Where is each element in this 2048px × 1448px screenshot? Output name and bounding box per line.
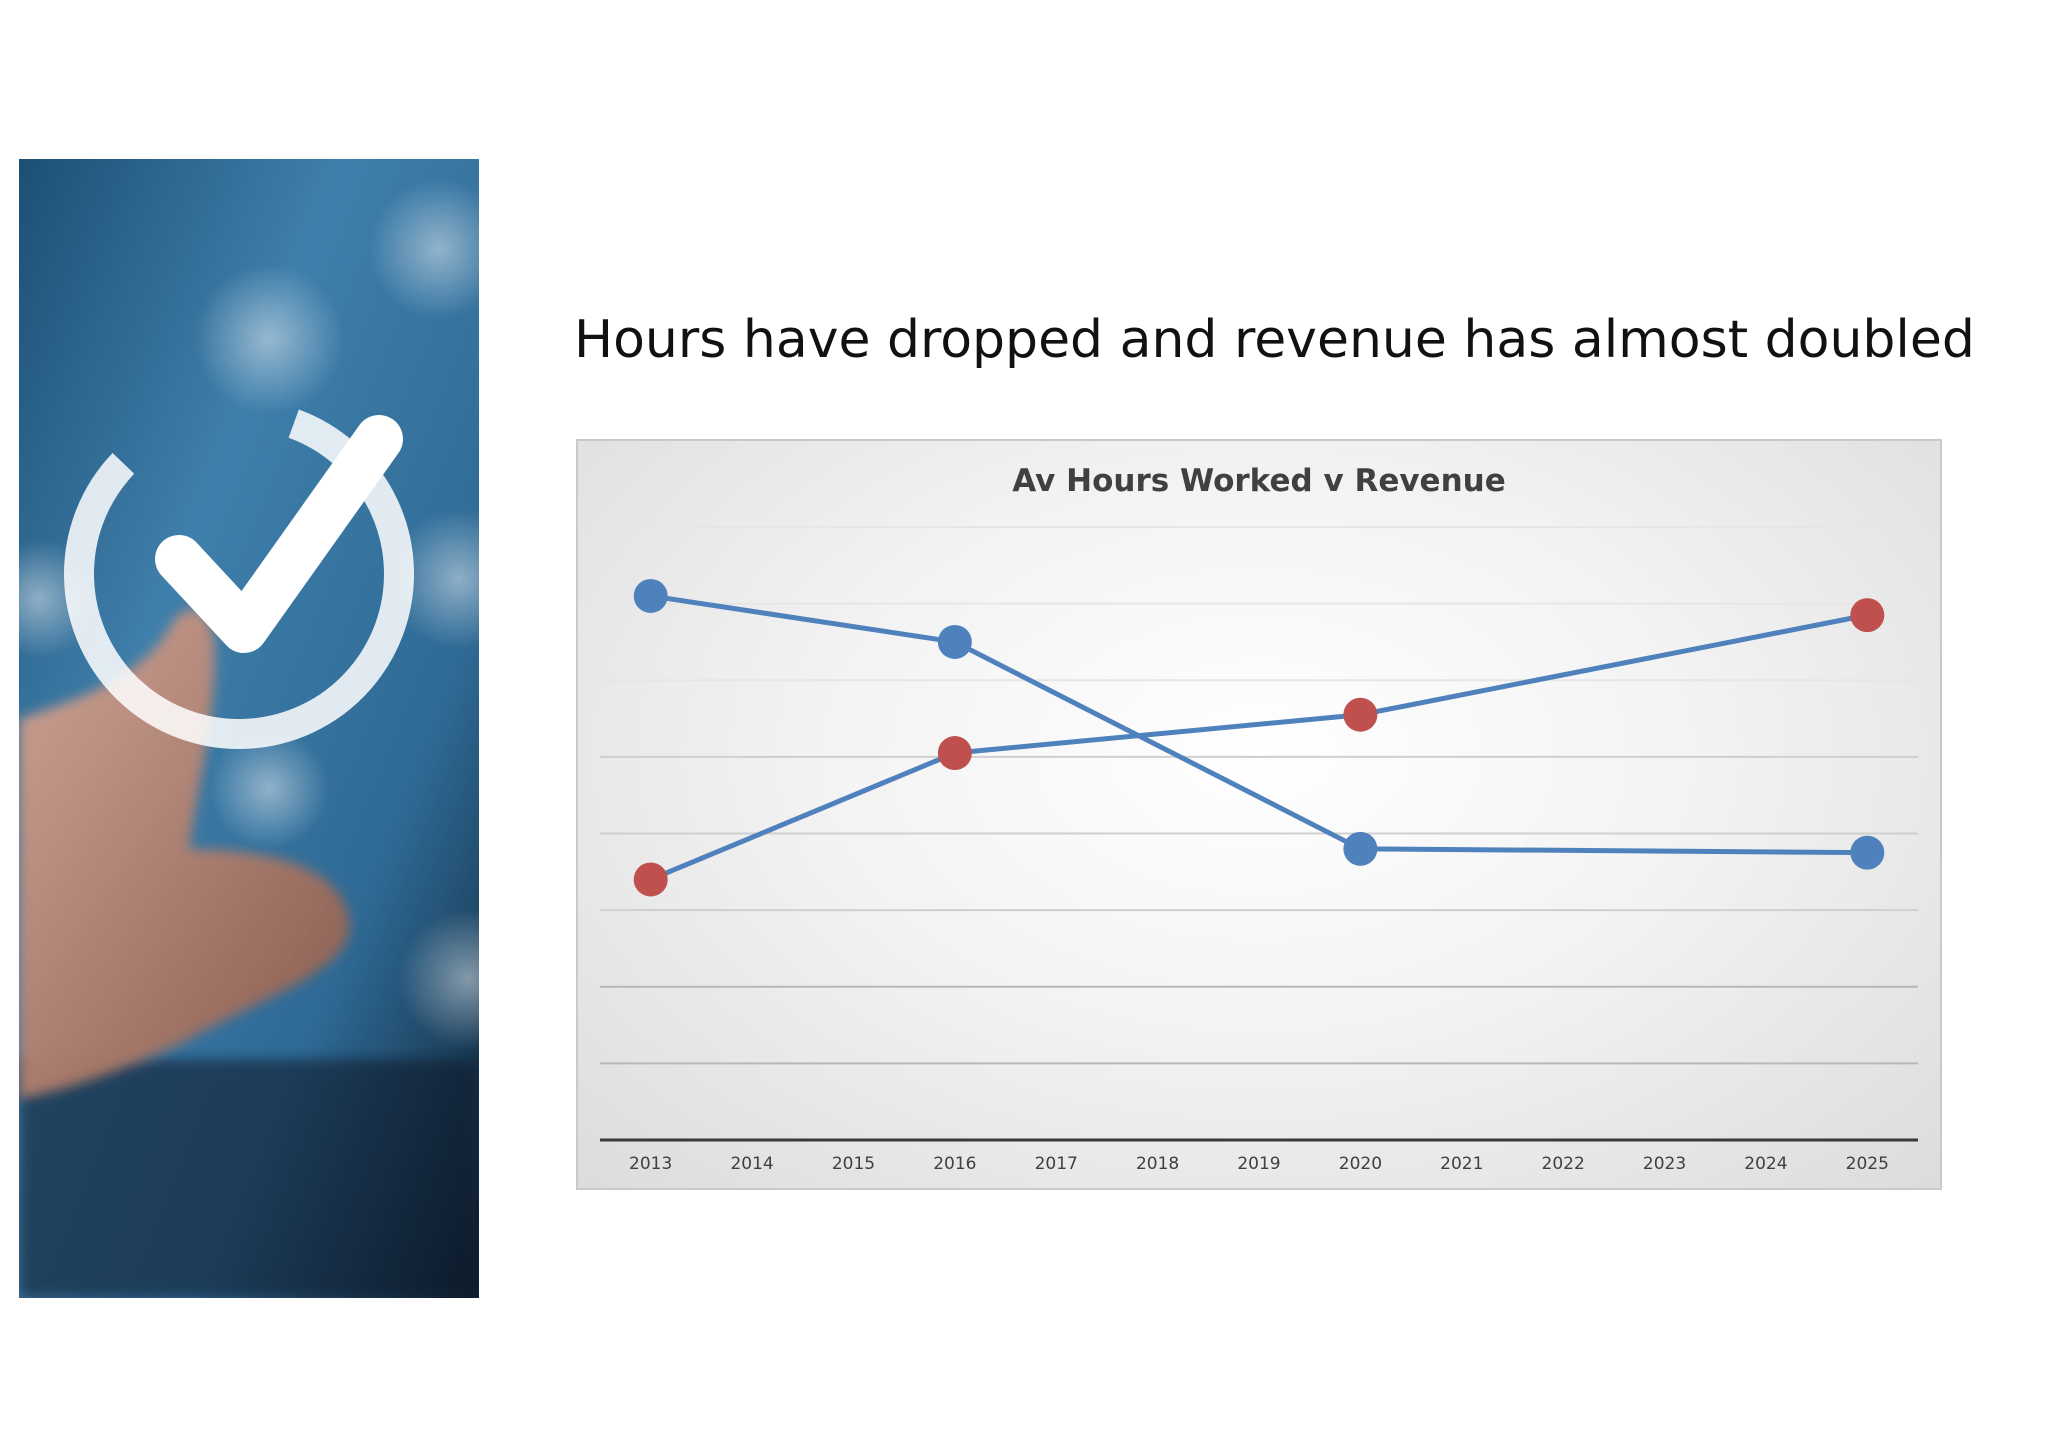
x-tick-label: 2013: [629, 1154, 672, 1174]
x-tick-label: 2019: [1237, 1154, 1280, 1174]
data-point: [1850, 598, 1885, 633]
data-point: [1343, 697, 1378, 732]
x-tick-label: 2017: [1035, 1154, 1078, 1174]
x-tick-label: 2022: [1542, 1154, 1585, 1174]
series-line: [649, 612, 1868, 882]
line-chart: Av Hours Worked v Revenue 2013 2014 2015 20…: [600, 463, 1918, 1174]
data-point: [937, 624, 972, 659]
x-tick-label: 2025: [1846, 1154, 1889, 1174]
data-point: [633, 862, 668, 897]
x-tick-label: 2016: [933, 1154, 976, 1174]
gridlines: [600, 526, 1918, 1065]
checkmark-touch-icon: [19, 159, 479, 1298]
x-tick-label: 2024: [1744, 1154, 1787, 1174]
series-line: [650, 593, 1868, 856]
series-layer: [633, 578, 1885, 897]
x-tick-label: 2018: [1136, 1154, 1179, 1174]
slide-title: Hours have dropped and revenue has almos…: [574, 310, 1975, 370]
x-tick-label: 2020: [1339, 1154, 1382, 1174]
chart-container: Av Hours Worked v Revenue 2013 2014 2015 20…: [576, 439, 1942, 1190]
series-2: [633, 598, 1885, 897]
data-point: [633, 578, 668, 613]
x-tick-label: 2023: [1643, 1154, 1686, 1174]
checkmark-photo: [19, 159, 479, 1298]
x-tick-label: 2014: [730, 1154, 773, 1174]
data-point: [1850, 835, 1885, 870]
data-point: [937, 736, 972, 771]
chart-title: Av Hours Worked v Revenue: [1012, 463, 1506, 499]
series-1: [633, 578, 1885, 870]
data-point: [1343, 831, 1378, 866]
x-tick-label: 2015: [832, 1154, 875, 1174]
x-axis: 2013 2014 2015 2016 2017 2018 2019 2020 2021 2022…: [600, 1138, 1918, 1174]
x-tick-label: 2021: [1440, 1154, 1483, 1174]
